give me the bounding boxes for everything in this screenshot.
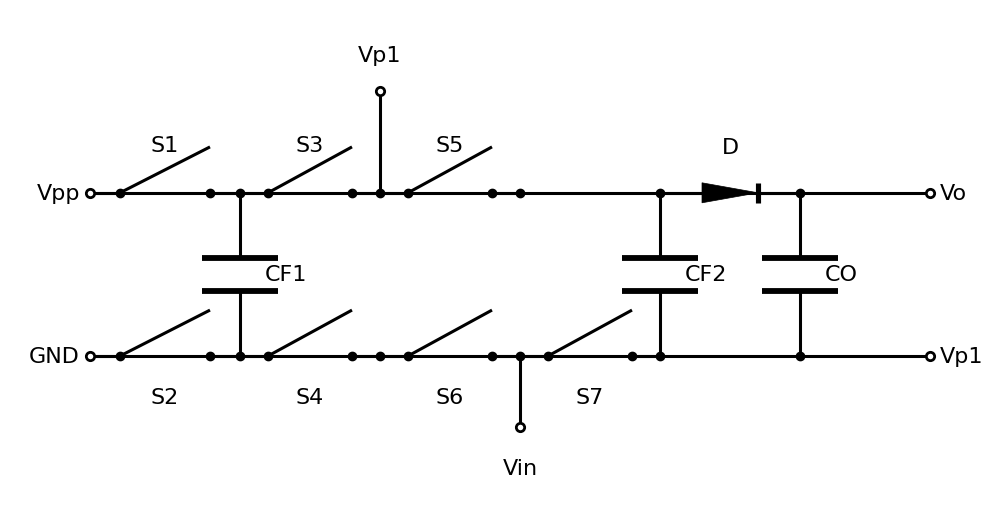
Text: Vo: Vo	[940, 183, 967, 204]
Text: S1: S1	[151, 135, 179, 155]
Text: S5: S5	[436, 135, 464, 155]
Text: S3: S3	[296, 135, 324, 155]
Text: S6: S6	[436, 387, 464, 407]
Text: CF2: CF2	[685, 265, 727, 285]
Text: CO: CO	[825, 265, 858, 285]
Text: CF1: CF1	[265, 265, 307, 285]
Text: Vpp: Vpp	[36, 183, 80, 204]
Text: Vp1: Vp1	[358, 46, 402, 66]
Text: GND: GND	[29, 346, 80, 366]
Text: D: D	[721, 138, 739, 158]
Text: S2: S2	[151, 387, 179, 407]
Text: Vin: Vin	[502, 458, 538, 478]
Text: Vp1: Vp1	[940, 346, 984, 366]
Text: S4: S4	[296, 387, 324, 407]
Polygon shape	[702, 183, 758, 204]
Text: S7: S7	[576, 387, 604, 407]
